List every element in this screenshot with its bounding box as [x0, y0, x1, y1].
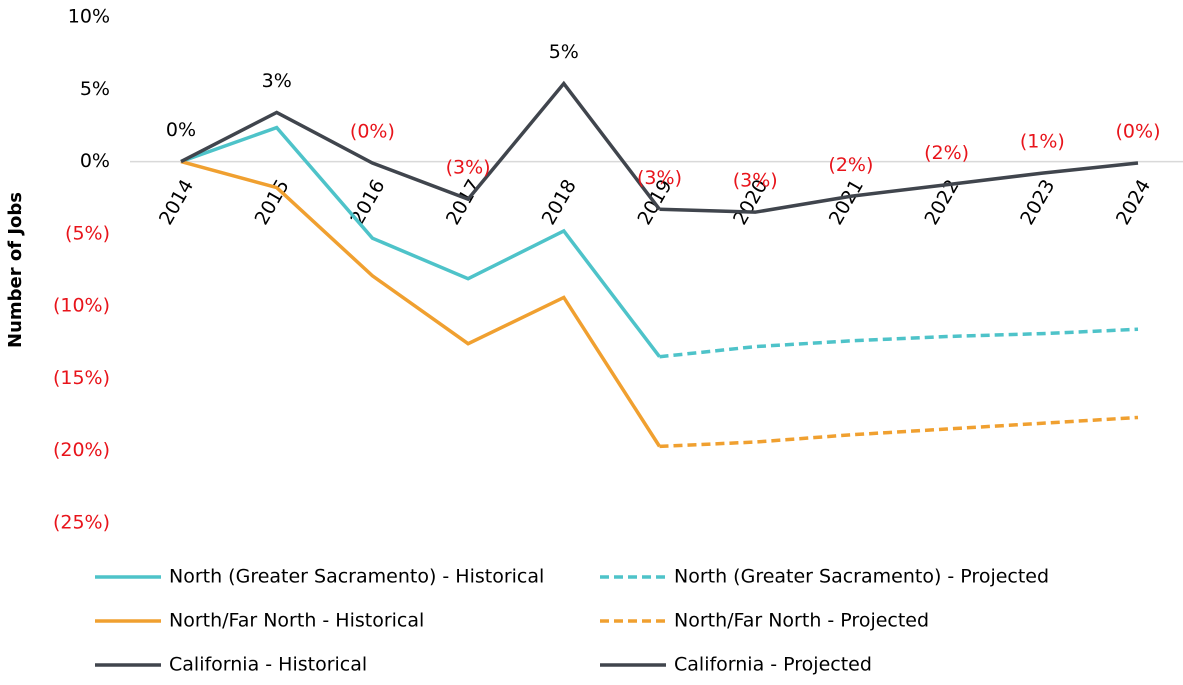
- x-tick-label: 2014: [155, 176, 198, 229]
- y-tick-label: (25%): [53, 512, 110, 534]
- data-label: (2%): [828, 154, 873, 176]
- x-tick-label: 2021: [825, 176, 868, 229]
- x-tick-label: 2018: [538, 176, 581, 229]
- series-line: [180, 159, 661, 448]
- y-tick-label: (5%): [65, 222, 110, 244]
- legend-label: North (Greater Sacramento) - Projected: [674, 566, 1049, 588]
- legend-label: California - Projected: [674, 654, 872, 676]
- series-line: [180, 80, 661, 211]
- y-tick-label: (10%): [53, 295, 110, 317]
- series-line: [659, 161, 1139, 214]
- x-tick-label: 2023: [1016, 176, 1059, 229]
- data-label: (2%): [924, 142, 969, 164]
- data-label: (3%): [446, 157, 491, 179]
- data-label: (0%): [1116, 121, 1161, 143]
- legend-label: North/Far North - Historical: [169, 610, 424, 632]
- series-line: [659, 327, 1139, 359]
- data-label: (0%): [350, 121, 395, 143]
- series-line: [180, 125, 661, 358]
- x-tick-label: 2024: [1112, 176, 1155, 229]
- series-line: [659, 415, 1139, 449]
- y-tick-label: 5%: [80, 78, 110, 100]
- data-label: (1%): [1020, 131, 1065, 153]
- data-label: (3%): [733, 170, 778, 192]
- y-axis-title: Number of Jobs: [5, 192, 26, 348]
- legend-label: California - Historical: [169, 654, 367, 676]
- data-label: 5%: [549, 41, 579, 63]
- y-tick-label: 10%: [68, 6, 110, 28]
- legend-label: North/Far North - Projected: [674, 610, 929, 632]
- y-tick-label: (15%): [53, 367, 110, 389]
- legend-label: North (Greater Sacramento) - Historical: [169, 566, 544, 588]
- data-label: 0%: [166, 119, 196, 141]
- x-tick-label: 2016: [346, 176, 389, 229]
- y-tick-label: 0%: [80, 150, 110, 172]
- data-label: 3%: [262, 70, 292, 92]
- data-label: (3%): [637, 167, 682, 189]
- y-tick-label: (20%): [53, 439, 110, 461]
